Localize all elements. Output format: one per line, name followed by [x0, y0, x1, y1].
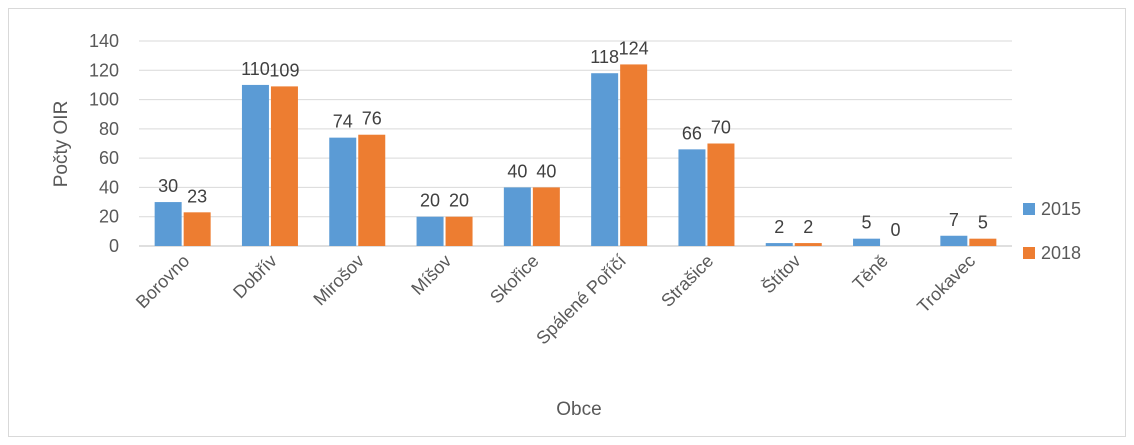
legend-label: 2015	[1041, 199, 1081, 219]
legend: 2015 2018	[1023, 199, 1081, 263]
y-tick-label: 100	[89, 90, 119, 110]
legend-swatch	[1023, 203, 1035, 215]
y-tick-label: 80	[99, 119, 119, 139]
bar-2015	[416, 216, 444, 246]
bar-2015	[241, 84, 269, 246]
bar-2015	[329, 137, 357, 246]
y-tick-label: 120	[89, 60, 119, 80]
y-tick-label: 140	[89, 31, 119, 51]
bar-2018	[794, 243, 822, 246]
bar-2018	[532, 187, 560, 246]
x-category-label: Těně	[849, 251, 892, 294]
data-label: 7	[949, 210, 959, 230]
x-category-label: Trokavec	[913, 251, 979, 317]
y-tick-label: 40	[99, 177, 119, 197]
bar-2015	[940, 235, 968, 246]
data-label: 5	[978, 213, 988, 233]
data-label: 74	[333, 112, 353, 132]
x-axis-title: Obce	[556, 399, 601, 420]
y-axis-ticks: 0 20 40 60 80 100 120 140	[89, 31, 119, 256]
bars	[154, 64, 997, 247]
x-category-label: Mirošov	[309, 251, 368, 310]
y-tick-label: 20	[99, 207, 119, 227]
x-category-label: Strašice	[657, 251, 717, 311]
data-label: 70	[711, 118, 731, 138]
bar-2018	[358, 134, 386, 246]
bar-2018	[183, 212, 211, 246]
bar-2015	[765, 243, 793, 246]
data-label: 0	[891, 220, 901, 240]
data-label: 40	[507, 161, 527, 181]
bar-2018	[620, 64, 648, 246]
data-label: 76	[362, 109, 382, 129]
x-category-label: Skořice	[486, 251, 543, 308]
x-axis-categories: Borovno Dobřív Mirošov Míšov SkořiceSpálené …	[132, 250, 979, 348]
x-category-label: Spálené Poříčí	[532, 251, 630, 349]
data-label: 20	[420, 191, 440, 211]
data-label: 124	[619, 38, 649, 58]
y-tick-label: 60	[99, 148, 119, 168]
bar-2018	[445, 216, 473, 246]
y-axis-title: Počty OIR	[51, 101, 72, 188]
bar-2018	[969, 238, 997, 246]
data-label: 30	[158, 176, 178, 196]
data-label: 66	[682, 123, 702, 143]
legend-swatch	[1023, 247, 1035, 259]
bar-2015	[591, 73, 619, 246]
bar-2015	[503, 187, 531, 246]
x-category-label: Míšov	[407, 251, 455, 299]
bar-2015	[853, 238, 881, 246]
x-category-label: Borovno	[132, 251, 194, 313]
data-label: 2	[803, 217, 813, 237]
data-label: 40	[536, 161, 556, 181]
data-label: 118	[590, 47, 619, 67]
bar-2018	[707, 143, 735, 246]
bar-2018	[270, 86, 298, 247]
data-label: 110	[241, 59, 270, 79]
data-label: 109	[269, 60, 299, 80]
data-label: 2	[774, 217, 784, 237]
data-label: 23	[187, 186, 207, 206]
x-category-label: Štítov	[757, 250, 804, 297]
legend-label: 2018	[1041, 243, 1081, 263]
bar-2015	[678, 149, 706, 246]
data-label: 20	[449, 191, 469, 211]
x-category-label: Dobřív	[229, 251, 281, 303]
y-tick-label: 0	[109, 236, 119, 256]
bar-2015	[154, 202, 182, 246]
data-label: 5	[862, 213, 872, 233]
